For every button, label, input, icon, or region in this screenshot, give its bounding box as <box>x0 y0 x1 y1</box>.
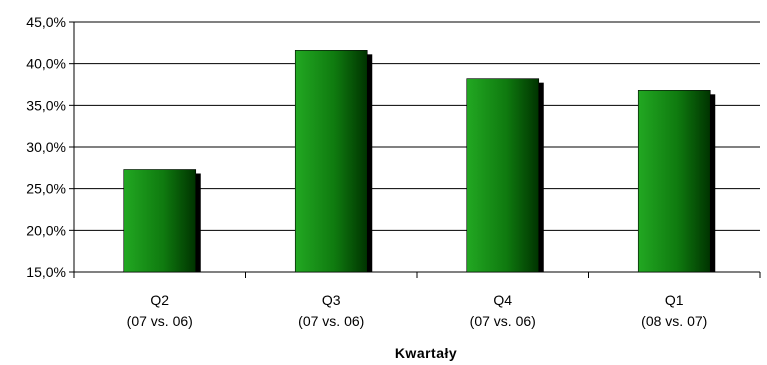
y-tick-label: 40,0% <box>26 56 66 72</box>
y-tick-label: 30,0% <box>26 139 66 155</box>
y-tick-label: 15,0% <box>26 264 66 280</box>
bar <box>637 90 711 273</box>
x-category-label: Q3 <box>322 292 341 308</box>
y-tick-label: 25,0% <box>26 181 66 197</box>
x-category-sublabel: (07 vs. 06) <box>298 313 364 329</box>
y-tick-labels: 15,0% 20,0% 25,0% 30,0% 35,0% 40,0% 45,0% <box>26 14 66 280</box>
bar <box>466 78 540 273</box>
x-category-sublabel: (08 vs. 07) <box>641 313 707 329</box>
x-category-sublabel: (07 vs. 06) <box>470 313 536 329</box>
bar <box>294 50 368 273</box>
x-axis-title: Kwartały <box>395 345 457 361</box>
x-category-label: Q2 <box>150 292 169 308</box>
x-category-label: Q1 <box>665 292 684 308</box>
x-category-label: Q4 <box>493 292 512 308</box>
y-tick-label: 20,0% <box>26 222 66 238</box>
y-tick-label: 35,0% <box>26 97 66 113</box>
y-tick-label: 45,0% <box>26 14 66 30</box>
x-category-labels: Q2 (07 vs. 06) Q3 (07 vs. 06) Q4 (07 vs. 06) Q… <box>127 292 708 329</box>
x-category-sublabel: (07 vs. 06) <box>127 313 193 329</box>
bars <box>123 50 716 273</box>
bar <box>123 169 197 273</box>
